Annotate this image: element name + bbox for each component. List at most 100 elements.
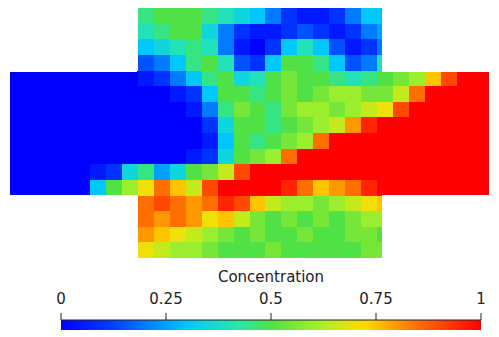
cell (106, 71, 123, 87)
cell (138, 8, 155, 24)
cell (345, 55, 362, 71)
cell (281, 39, 298, 55)
cell (409, 133, 426, 149)
cell (297, 164, 314, 180)
cell (473, 117, 490, 133)
cell (345, 117, 362, 133)
cell (297, 86, 314, 102)
cell (154, 102, 171, 118)
cell (473, 149, 490, 165)
cell (234, 164, 251, 180)
cell (170, 117, 187, 133)
cell (170, 149, 187, 165)
cell (170, 242, 187, 258)
cell (425, 102, 442, 118)
cell (186, 55, 203, 71)
tick (271, 313, 272, 320)
cell (122, 180, 139, 196)
cell (377, 227, 394, 243)
cell (186, 211, 203, 227)
cell (42, 102, 59, 118)
cell (170, 196, 187, 212)
cell (313, 133, 330, 149)
cell (265, 242, 282, 258)
cell (218, 164, 235, 180)
cell (329, 102, 346, 118)
cell (234, 117, 251, 133)
cell (313, 242, 330, 258)
cell (202, 55, 219, 71)
cell (329, 227, 346, 243)
cell (425, 133, 442, 149)
cell (409, 102, 426, 118)
cell (377, 242, 394, 258)
cell (377, 164, 394, 180)
cell (361, 149, 378, 165)
cell (329, 149, 346, 165)
cell (202, 196, 219, 212)
cell (457, 86, 474, 102)
cell (154, 24, 171, 40)
cell (361, 133, 378, 149)
cell (138, 227, 155, 243)
cell (250, 24, 267, 40)
cell (58, 133, 75, 149)
cell (154, 227, 171, 243)
cell (297, 242, 314, 258)
cell (10, 149, 27, 165)
cell (138, 211, 155, 227)
cell (265, 8, 282, 24)
cell (186, 24, 203, 40)
cell (281, 24, 298, 40)
tick-label: 0.25 (149, 290, 182, 308)
cell (281, 117, 298, 133)
cell (297, 117, 314, 133)
cell (90, 86, 107, 102)
cell (202, 86, 219, 102)
cell (218, 133, 235, 149)
cell (186, 102, 203, 118)
cell (90, 149, 107, 165)
cell (473, 164, 490, 180)
cell (281, 242, 298, 258)
cell (202, 180, 219, 196)
cell (409, 117, 426, 133)
cell (313, 164, 330, 180)
cell (281, 227, 298, 243)
cell (106, 180, 123, 196)
cell (297, 227, 314, 243)
cell (297, 55, 314, 71)
cell (377, 180, 394, 196)
cell (154, 133, 171, 149)
cell (202, 133, 219, 149)
cell (425, 149, 442, 165)
cell (106, 133, 123, 149)
cell (234, 227, 251, 243)
cell (345, 86, 362, 102)
cell (250, 180, 267, 196)
cell (441, 149, 458, 165)
cell (218, 86, 235, 102)
cell (473, 102, 490, 118)
cell (218, 39, 235, 55)
cell (42, 149, 59, 165)
cell (329, 86, 346, 102)
cell (377, 117, 394, 133)
cell (409, 164, 426, 180)
cell (26, 133, 43, 149)
cell (122, 133, 139, 149)
cell (473, 71, 490, 87)
cell (10, 71, 27, 87)
cell (10, 180, 27, 196)
cell (58, 102, 75, 118)
cell (170, 24, 187, 40)
cell (377, 102, 394, 118)
cell (138, 117, 155, 133)
cell (186, 8, 203, 24)
cell (250, 164, 267, 180)
cell (122, 71, 139, 87)
cell (186, 242, 203, 258)
cell (58, 86, 75, 102)
cell (441, 117, 458, 133)
cell (186, 39, 203, 55)
